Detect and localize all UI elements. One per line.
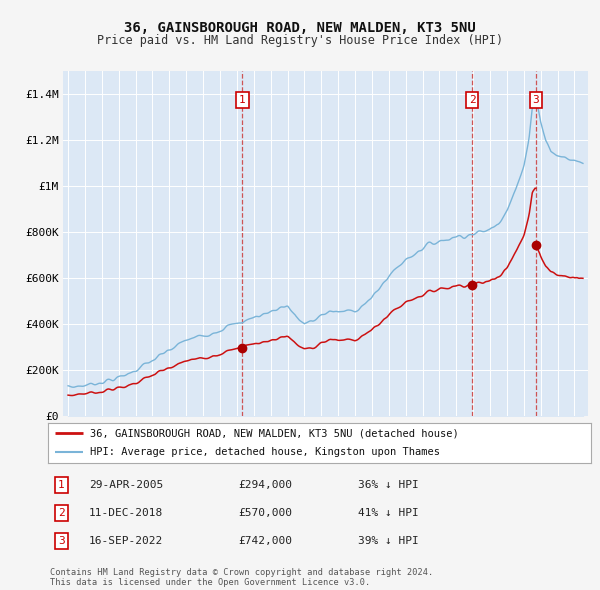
- Text: £570,000: £570,000: [238, 508, 292, 518]
- Text: 2: 2: [58, 508, 65, 518]
- Text: 39% ↓ HPI: 39% ↓ HPI: [358, 536, 418, 546]
- Text: 3: 3: [532, 95, 539, 105]
- Text: £742,000: £742,000: [238, 536, 292, 546]
- Text: Contains HM Land Registry data © Crown copyright and database right 2024.
This d: Contains HM Land Registry data © Crown c…: [50, 568, 433, 587]
- Text: 16-SEP-2022: 16-SEP-2022: [89, 536, 163, 546]
- Text: 11-DEC-2018: 11-DEC-2018: [89, 508, 163, 518]
- Text: HPI: Average price, detached house, Kingston upon Thames: HPI: Average price, detached house, King…: [91, 447, 440, 457]
- Text: 3: 3: [58, 536, 65, 546]
- Text: 1: 1: [58, 480, 65, 490]
- Text: 29-APR-2005: 29-APR-2005: [89, 480, 163, 490]
- Text: 36, GAINSBOROUGH ROAD, NEW MALDEN, KT3 5NU: 36, GAINSBOROUGH ROAD, NEW MALDEN, KT3 5…: [124, 21, 476, 35]
- Text: Price paid vs. HM Land Registry's House Price Index (HPI): Price paid vs. HM Land Registry's House …: [97, 34, 503, 47]
- Text: 36, GAINSBOROUGH ROAD, NEW MALDEN, KT3 5NU (detached house): 36, GAINSBOROUGH ROAD, NEW MALDEN, KT3 5…: [91, 428, 459, 438]
- Text: £294,000: £294,000: [238, 480, 292, 490]
- Text: 41% ↓ HPI: 41% ↓ HPI: [358, 508, 418, 518]
- Text: 2: 2: [469, 95, 476, 105]
- Text: 1: 1: [239, 95, 246, 105]
- Text: 36% ↓ HPI: 36% ↓ HPI: [358, 480, 418, 490]
